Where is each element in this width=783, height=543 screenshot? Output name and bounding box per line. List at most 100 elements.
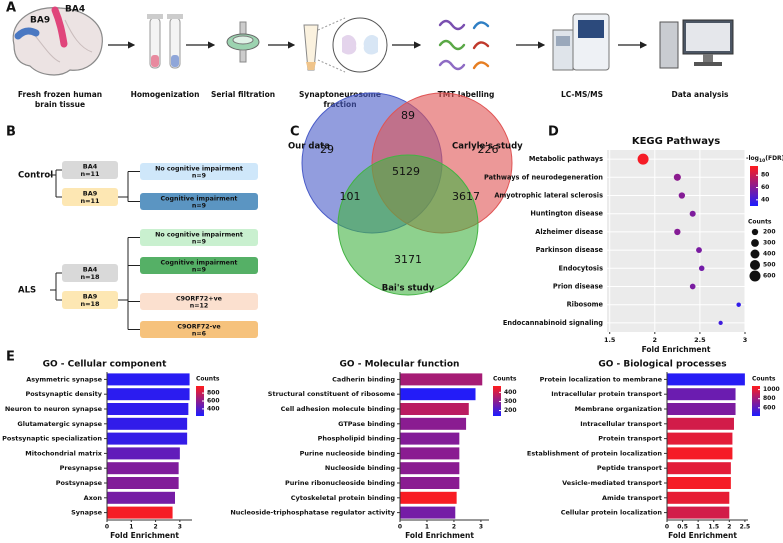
size-legend-label: 400: [763, 251, 776, 258]
bar: [107, 373, 190, 386]
venn-count: 226: [478, 143, 499, 156]
y-tick-label: Intracellular transport: [580, 420, 662, 428]
brain-icon: [12, 7, 103, 76]
bar: [667, 477, 731, 489]
chart-title: GO - Biological processes: [598, 360, 726, 370]
filter-icon: [226, 21, 260, 63]
chart-title: KEGG Pathways: [632, 136, 720, 147]
venn-set-name: Bai's study: [382, 284, 435, 294]
size-legend-dot: [751, 239, 759, 247]
x-axis-label: Fold Enrichment: [110, 531, 179, 540]
colorbar: [752, 386, 760, 416]
y-tick-label: Membrane organization: [575, 405, 663, 413]
y-tick-label: Cytoskeletal protein binding: [291, 494, 396, 502]
dot: [689, 283, 696, 290]
y-tick-label: Phospholipid binding: [318, 435, 396, 443]
y-tick-label: Endocytosis: [559, 264, 604, 272]
bar: [107, 491, 175, 504]
homogenizer-icon: [147, 14, 183, 69]
bar: [107, 403, 189, 415]
y-tick-label: Prion disease: [553, 283, 604, 291]
panel-label: E: [6, 350, 15, 365]
y-tick-label: Axon: [84, 494, 103, 502]
colorbar: [196, 386, 204, 416]
x-axis-label: Fold Enrichment: [642, 345, 711, 354]
venn-count: 5129: [392, 165, 420, 178]
dot: [678, 192, 686, 199]
bar: [107, 462, 179, 475]
subgroup-name: No cognitive impairment: [155, 232, 243, 239]
subgroup-n: n=12: [190, 303, 209, 310]
venn-count: 3617: [452, 190, 480, 203]
bar: [400, 432, 460, 445]
bar: [400, 417, 467, 430]
y-tick-label: Structural constituent of ribosome: [268, 390, 396, 398]
bar: [400, 388, 476, 401]
bar: [107, 506, 173, 519]
dot: [696, 247, 702, 254]
x-tick-label: 2: [153, 524, 157, 531]
y-tick-label: Huntington disease: [530, 210, 603, 218]
y-tick-label: Metabolic pathways: [529, 155, 603, 163]
y-tick-label: Amide transport: [602, 494, 662, 502]
subgroup-box: [140, 193, 258, 210]
y-tick-label: Mitochondrial matrix: [25, 449, 103, 457]
subgroup-box: [140, 229, 258, 246]
colorbar-label: 40: [761, 196, 769, 203]
bar: [667, 491, 730, 504]
x-tick-label: 1: [696, 524, 700, 531]
legend-title: -log10(FDR): [746, 155, 783, 164]
region-box: [62, 291, 118, 309]
subgroup-name: No cognitive impairment: [155, 166, 243, 173]
subgroup-n: n=9: [192, 239, 206, 246]
size-legend-label: 600: [763, 273, 776, 280]
dot: [698, 265, 705, 272]
bar: [667, 388, 736, 401]
venn-count: 29: [320, 143, 334, 156]
x-tick-label: 0: [105, 524, 109, 531]
legend-title: Counts: [752, 376, 776, 383]
legend-title-part: -log: [746, 155, 759, 162]
region-box: [62, 264, 118, 282]
bar: [667, 447, 733, 460]
subgroup-name: Cognitive impairment: [161, 260, 238, 267]
y-tick-label: Endocannabinoid signaling: [503, 319, 603, 327]
panel-label: A: [6, 1, 16, 16]
y-tick-label: Postsynaptic density: [25, 390, 102, 398]
size-legend-dot: [750, 249, 760, 259]
y-tick-label: Purine ribonucleoside binding: [285, 479, 395, 487]
size-legend-label: 200: [763, 229, 776, 236]
brain-fold: [64, 19, 93, 53]
group-label: ALS: [18, 286, 36, 296]
bar: [107, 477, 179, 489]
dot: [674, 228, 681, 236]
step-label: Serial filtration: [211, 90, 275, 99]
y-tick-label: Postsynapse: [56, 479, 103, 487]
chart-title: GO - Molecular function: [340, 360, 460, 370]
region-n: n=18: [80, 273, 100, 281]
y-tick-label: Neuron to neuron synapse: [5, 405, 103, 413]
region-name: BA9: [83, 190, 98, 198]
y-tick-label: Presynapse: [60, 464, 103, 472]
region-n: n=11: [80, 197, 100, 205]
colorbar-label: 400: [504, 389, 517, 396]
panel-label: B: [6, 125, 16, 140]
y-tick-label: GTPase binding: [338, 420, 395, 428]
colorbar-label: 600: [763, 404, 776, 411]
legend-title: Counts: [748, 219, 772, 226]
bracket: [50, 272, 62, 301]
y-tick-label: Postsynaptic specialization: [2, 435, 102, 443]
bar: [400, 403, 469, 415]
bar: [667, 506, 730, 519]
group-label: Control: [18, 171, 53, 181]
y-tick-label: Cell adhesion molecule binding: [281, 405, 396, 413]
subgroup-box: [140, 257, 258, 274]
legend-title: Counts: [196, 376, 220, 383]
colorbar-label: 600: [207, 398, 220, 405]
y-tick-label: Protein localization to membrane: [540, 375, 663, 383]
bar: [667, 462, 731, 475]
x-tick-label: 3: [479, 524, 483, 531]
bar: [667, 403, 736, 415]
colorbar-label: 800: [763, 395, 776, 402]
y-tick-label: Glutamatergic synapse: [17, 420, 102, 428]
